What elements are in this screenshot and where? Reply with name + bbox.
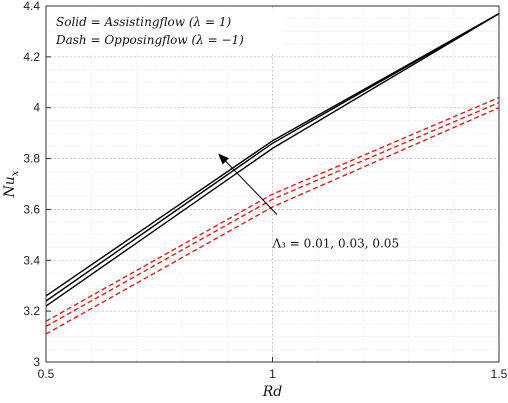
y-tick-label: 4.2 [23, 50, 40, 64]
x-axis-label: Rd [262, 384, 283, 400]
y-tick-label: 3.6 [23, 202, 40, 216]
y-axis-label-subscript: x [10, 170, 21, 176]
y-tick-label: 4 [33, 101, 40, 115]
y-tick-label: 3.4 [23, 253, 40, 267]
x-tick-label: 1.5 [491, 367, 508, 381]
opposing-flow-line-4 [45, 101, 500, 328]
grid [45, 5, 500, 363]
legend-box [50, 10, 286, 52]
y-tick-label: 3.8 [23, 152, 40, 166]
annotation-arrow [225, 161, 278, 215]
y-tick-label: 4.4 [23, 0, 40, 13]
series-group [45, 12, 500, 335]
x-tick-label: 0.5 [38, 367, 55, 381]
axis-ticks: 0.5 1 1.5 3 3.2 3.4 3.6 3.8 4 4.2 4.4 [23, 0, 507, 381]
annotation: Λ₃ = 0.01, 0.03, 0.05 [218, 153, 400, 251]
legend-line-dash: Dash = Opposingflow (λ = −1) [55, 33, 244, 47]
x-tick-label: 1 [269, 367, 276, 381]
y-tick-label: 3.2 [23, 304, 40, 318]
annotation-label: Λ₃ = 0.01, 0.03, 0.05 [272, 237, 400, 251]
assisting-flow-line-2 [45, 12, 500, 307]
y-axis-label-main: Nu [2, 176, 18, 198]
annotation-arrowhead [218, 153, 230, 165]
assisting-flow-line-0 [45, 12, 500, 297]
y-axis-label: Nux [2, 170, 21, 198]
opposing-flow-line-5 [45, 107, 500, 335]
assisting-flow-line-1 [45, 12, 500, 302]
opposing-flow-line-3 [45, 96, 500, 322]
y-tick-label: 3 [33, 355, 40, 369]
legend-line-solid: Solid = Assistingflow (λ = 1) [56, 15, 231, 29]
legend: Solid = Assistingflow (λ = 1) Dash = Opp… [50, 10, 286, 52]
